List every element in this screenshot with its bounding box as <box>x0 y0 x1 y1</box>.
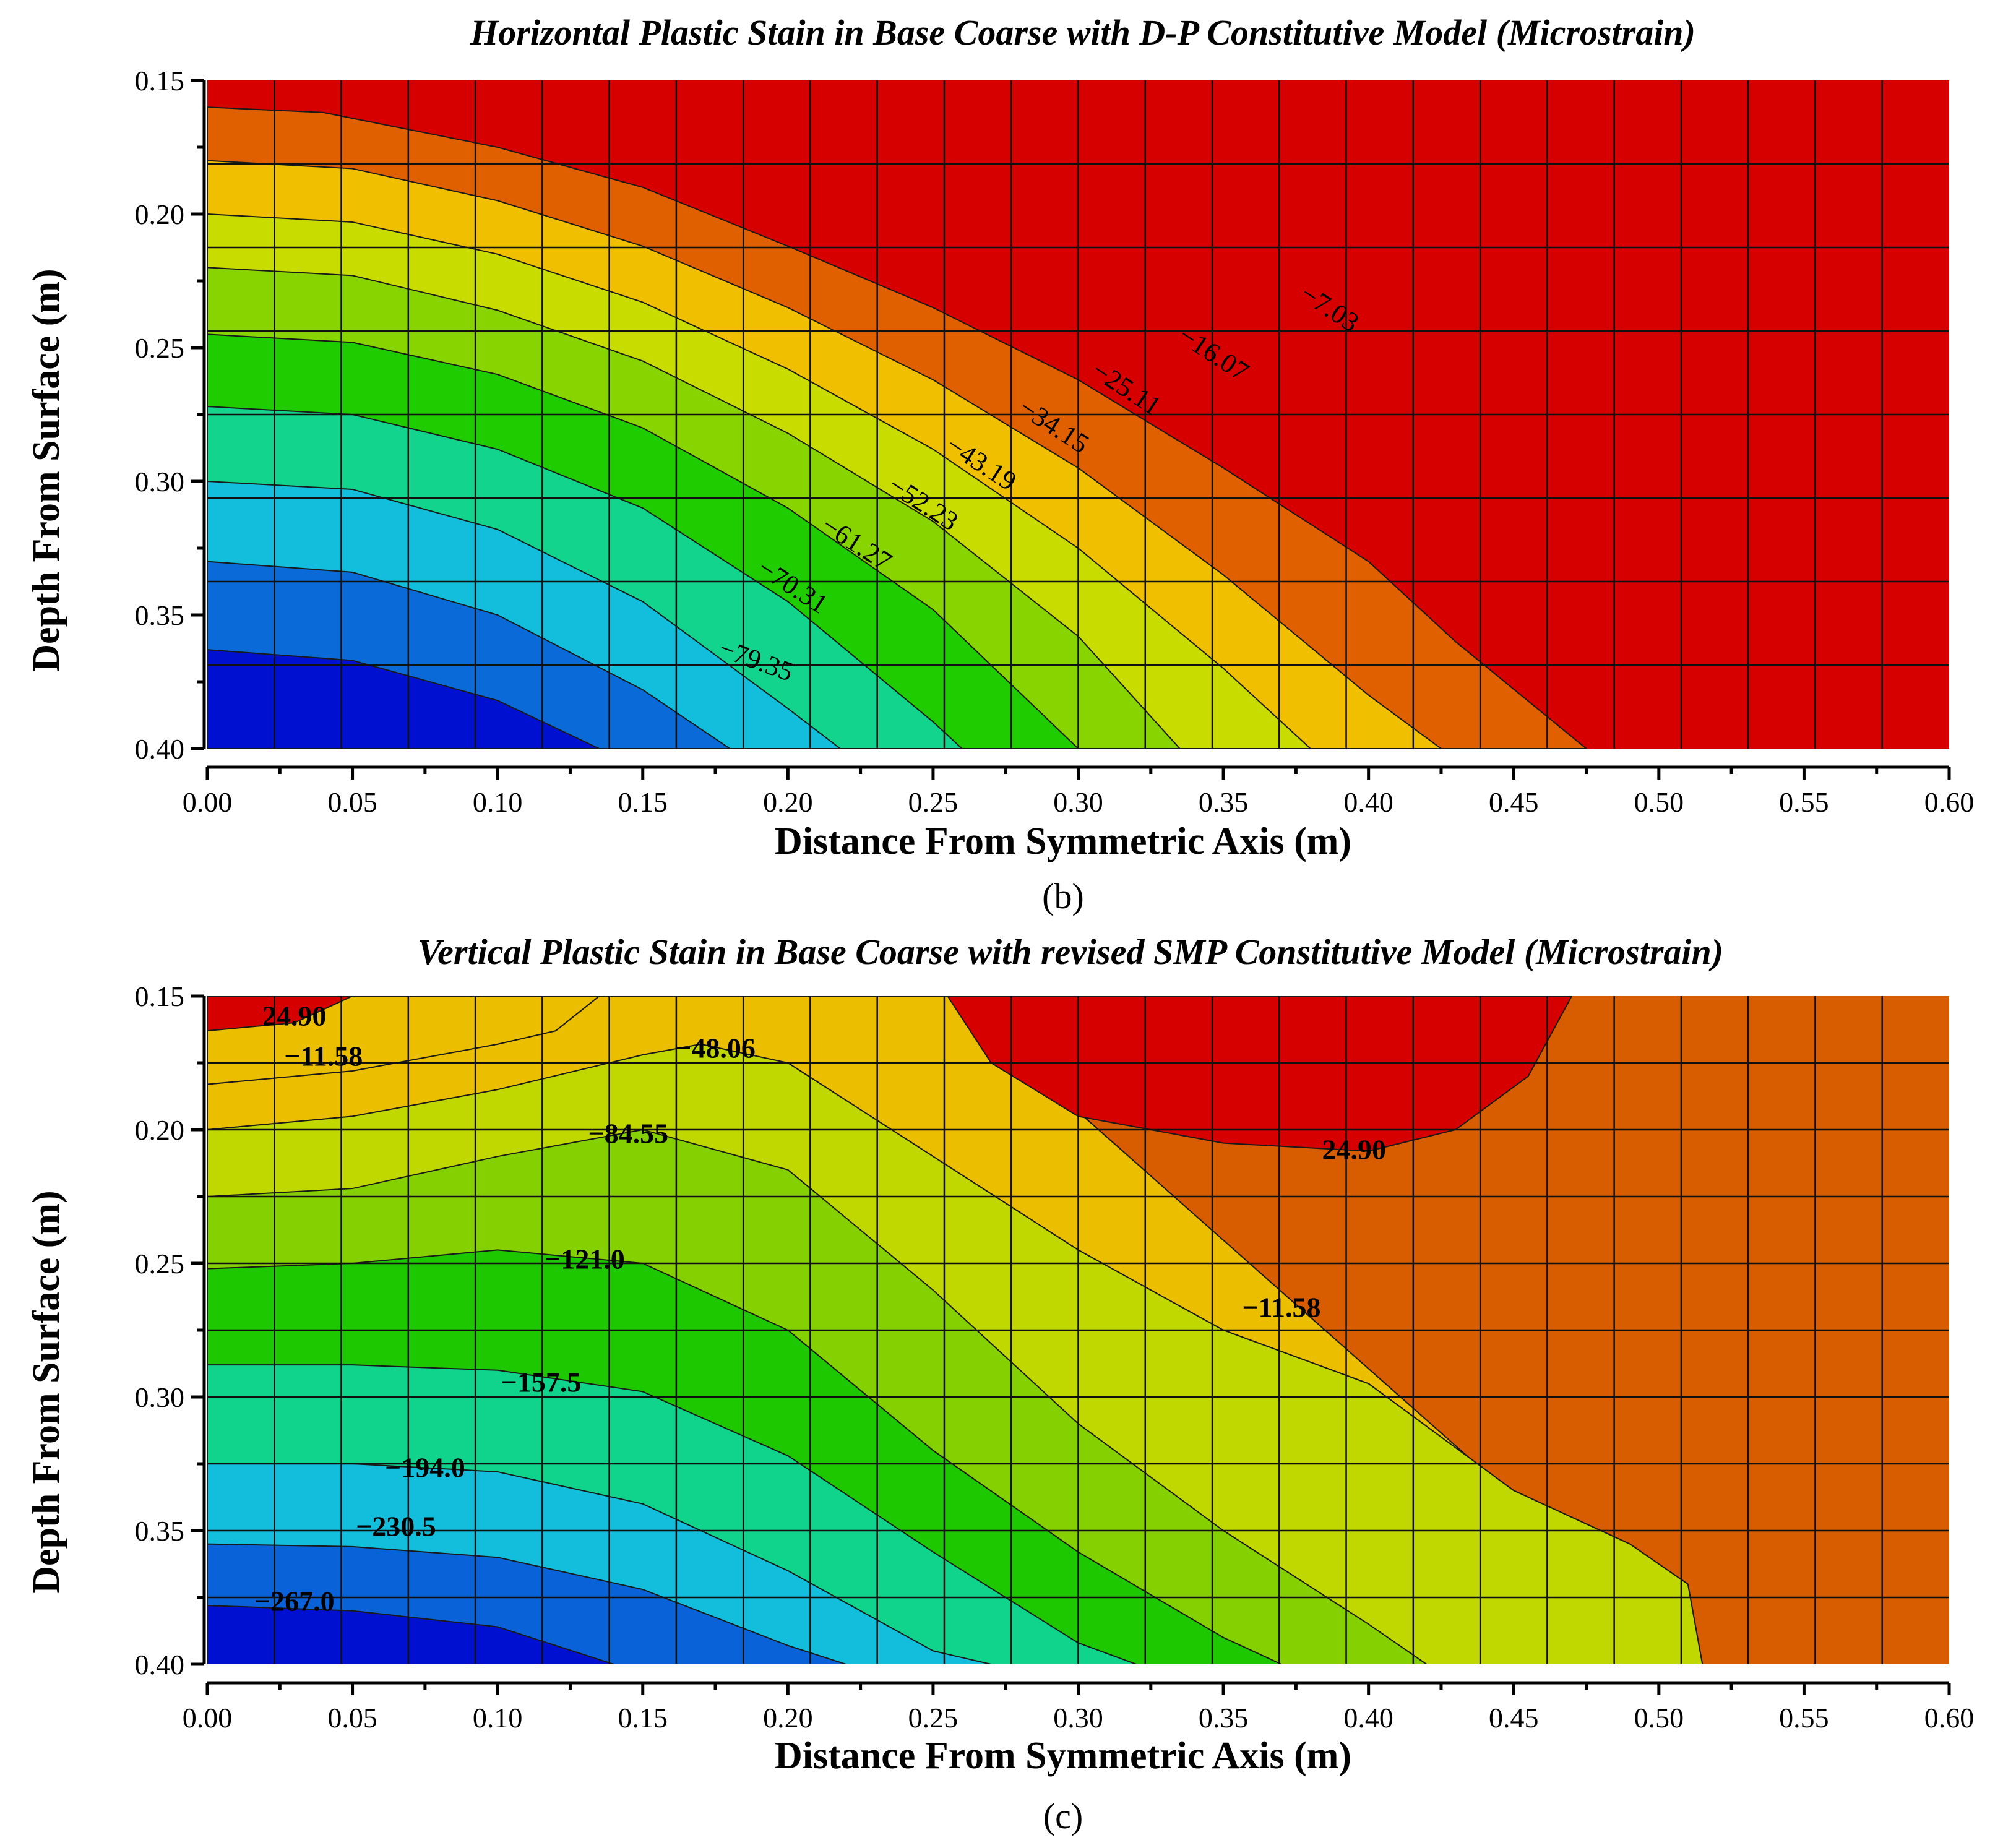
x-tick-label: 0.25 <box>908 1702 958 1734</box>
contour-label: −11.58 <box>1242 1291 1320 1323</box>
y-tick-label: 0.15 <box>135 65 185 97</box>
x-tick-label: 0.00 <box>183 1702 233 1734</box>
x-tick-label: 0.60 <box>1924 786 1975 818</box>
axes <box>191 994 1951 1695</box>
y-tick-label: 0.30 <box>135 466 185 497</box>
y-tick-label: 0.25 <box>135 1248 185 1279</box>
contour-cap-top-right <box>947 996 1573 1152</box>
y-tick-label: 0.25 <box>135 332 185 364</box>
x-tick-label: 0.20 <box>763 1702 813 1734</box>
contour-band-9 <box>207 1604 614 1664</box>
x-tick-label: 0.60 <box>1924 1702 1975 1734</box>
x-tick-label: 0.35 <box>1199 1702 1249 1734</box>
contour-band-9 <box>207 649 600 749</box>
mesh-grid <box>207 996 1949 1664</box>
x-tick-label: 0.00 <box>183 786 233 818</box>
x-tick-label: 0.40 <box>1343 1702 1393 1734</box>
x-tick-label: 0.10 <box>473 786 523 818</box>
x-tick-label: 0.15 <box>618 1702 668 1734</box>
contour-label: 24.90 <box>1322 1134 1386 1166</box>
y-tick-label: 0.20 <box>135 1114 185 1146</box>
x-tick-label: 0.10 <box>473 1702 523 1734</box>
y-tick-label: 0.15 <box>135 981 185 1012</box>
x-tick-label: 0.35 <box>1199 786 1249 818</box>
contour-label: −121.0 <box>545 1244 625 1275</box>
axes <box>191 79 1951 780</box>
panel-b: Horizontal Plastic Stain in Base Coarse … <box>25 12 1974 916</box>
x-tick-label: 0.15 <box>618 786 668 818</box>
contour-label: −194.0 <box>385 1452 465 1484</box>
contour-label: −48.06 <box>675 1032 756 1064</box>
x-tick-label: 0.25 <box>908 786 958 818</box>
x-tick-label: 0.45 <box>1489 1702 1539 1734</box>
x-tick-label: 0.50 <box>1634 1702 1684 1734</box>
chart-b-x-axis-label: Distance From Symmetric Axis (m) <box>775 820 1351 862</box>
chart-c-plot: 24.90 −11.58 −48.06 −84.55 −121.0 −157.5 −194.… <box>135 981 1975 1734</box>
mesh-grid <box>207 80 1949 749</box>
contour-area <box>207 80 1949 749</box>
y-tick-label: 0.30 <box>135 1382 185 1413</box>
contour-band-1 <box>207 996 353 1032</box>
chart-b-caption: (b) <box>1042 876 1084 916</box>
x-tick-label: 0.50 <box>1634 786 1684 818</box>
chart-c-x-axis-label: Distance From Symmetric Axis (m) <box>775 1735 1351 1777</box>
chart-c-y-axis-label: Depth From Surface (m) <box>25 1190 67 1593</box>
x-tick-label: 0.30 <box>1053 1702 1103 1734</box>
chart-b-plot: −7.03−16.07−25.11−34.15−43.19−52.23−61.2… <box>135 65 1975 818</box>
contour-label: −267.0 <box>254 1586 335 1617</box>
contour-label: −230.5 <box>356 1511 436 1542</box>
contour-label: −84.55 <box>588 1118 668 1150</box>
contour-label: −11.58 <box>284 1040 363 1072</box>
panel-c: Vertical Plastic Stain in Base Coarse wi… <box>25 932 1974 1836</box>
contour-area <box>207 996 1949 1664</box>
chart-c-title: Vertical Plastic Stain in Base Coarse wi… <box>418 932 1723 972</box>
chart-b-title: Horizontal Plastic Stain in Base Coarse … <box>470 12 1695 53</box>
y-tick-label: 0.35 <box>135 1515 185 1547</box>
y-tick-label: 0.35 <box>135 600 185 631</box>
y-tick-label: 0.40 <box>135 1649 185 1680</box>
x-tick-label: 0.55 <box>1779 786 1829 818</box>
x-tick-label: 0.30 <box>1053 786 1103 818</box>
x-tick-label: 0.55 <box>1779 1702 1829 1734</box>
x-tick-label: 0.45 <box>1489 786 1539 818</box>
y-tick-label: 0.40 <box>135 733 185 765</box>
y-tick-label: 0.20 <box>135 199 185 230</box>
x-tick-label: 0.05 <box>327 786 377 818</box>
x-tick-label: 0.40 <box>1343 786 1393 818</box>
contour-label: −157.5 <box>501 1366 582 1398</box>
contour-label: 24.90 <box>262 1000 327 1032</box>
x-tick-label: 0.20 <box>763 786 813 818</box>
chart-c-caption: (c) <box>1043 1796 1083 1836</box>
x-tick-label: 0.05 <box>327 1702 377 1734</box>
chart-b-y-axis-label: Depth From Surface (m) <box>25 269 67 671</box>
